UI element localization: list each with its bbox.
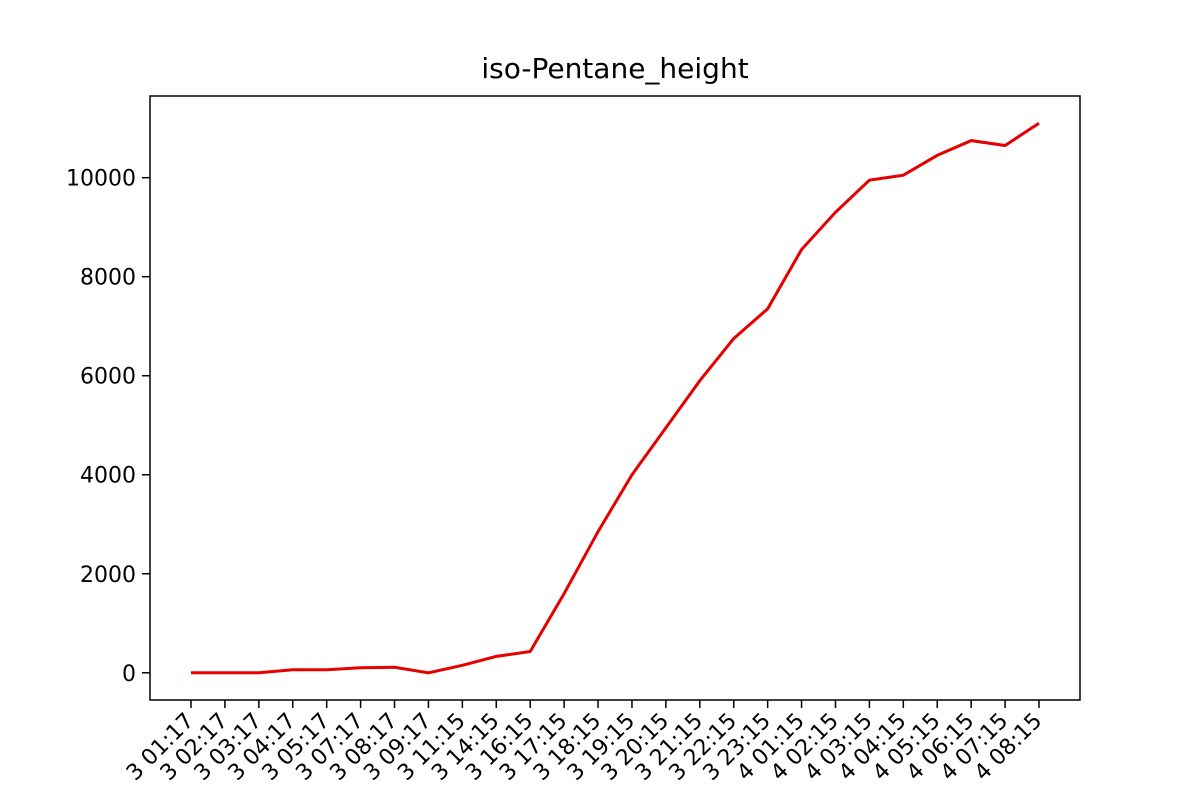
y-tick-label: 10000 (66, 167, 136, 192)
y-tick-label: 4000 (80, 464, 136, 489)
y-tick-label: 6000 (80, 365, 136, 390)
plot-frame (149, 95, 1081, 701)
y-tick-label: 0 (122, 662, 136, 687)
series-line (191, 121, 1040, 675)
y-tick-label: 8000 (80, 266, 136, 291)
y-axis: 0 2000 4000 6000 8000 10000 (66, 167, 150, 687)
chart-title: iso-Pentane_height (481, 52, 748, 85)
y-tick-label: 2000 (80, 563, 136, 588)
